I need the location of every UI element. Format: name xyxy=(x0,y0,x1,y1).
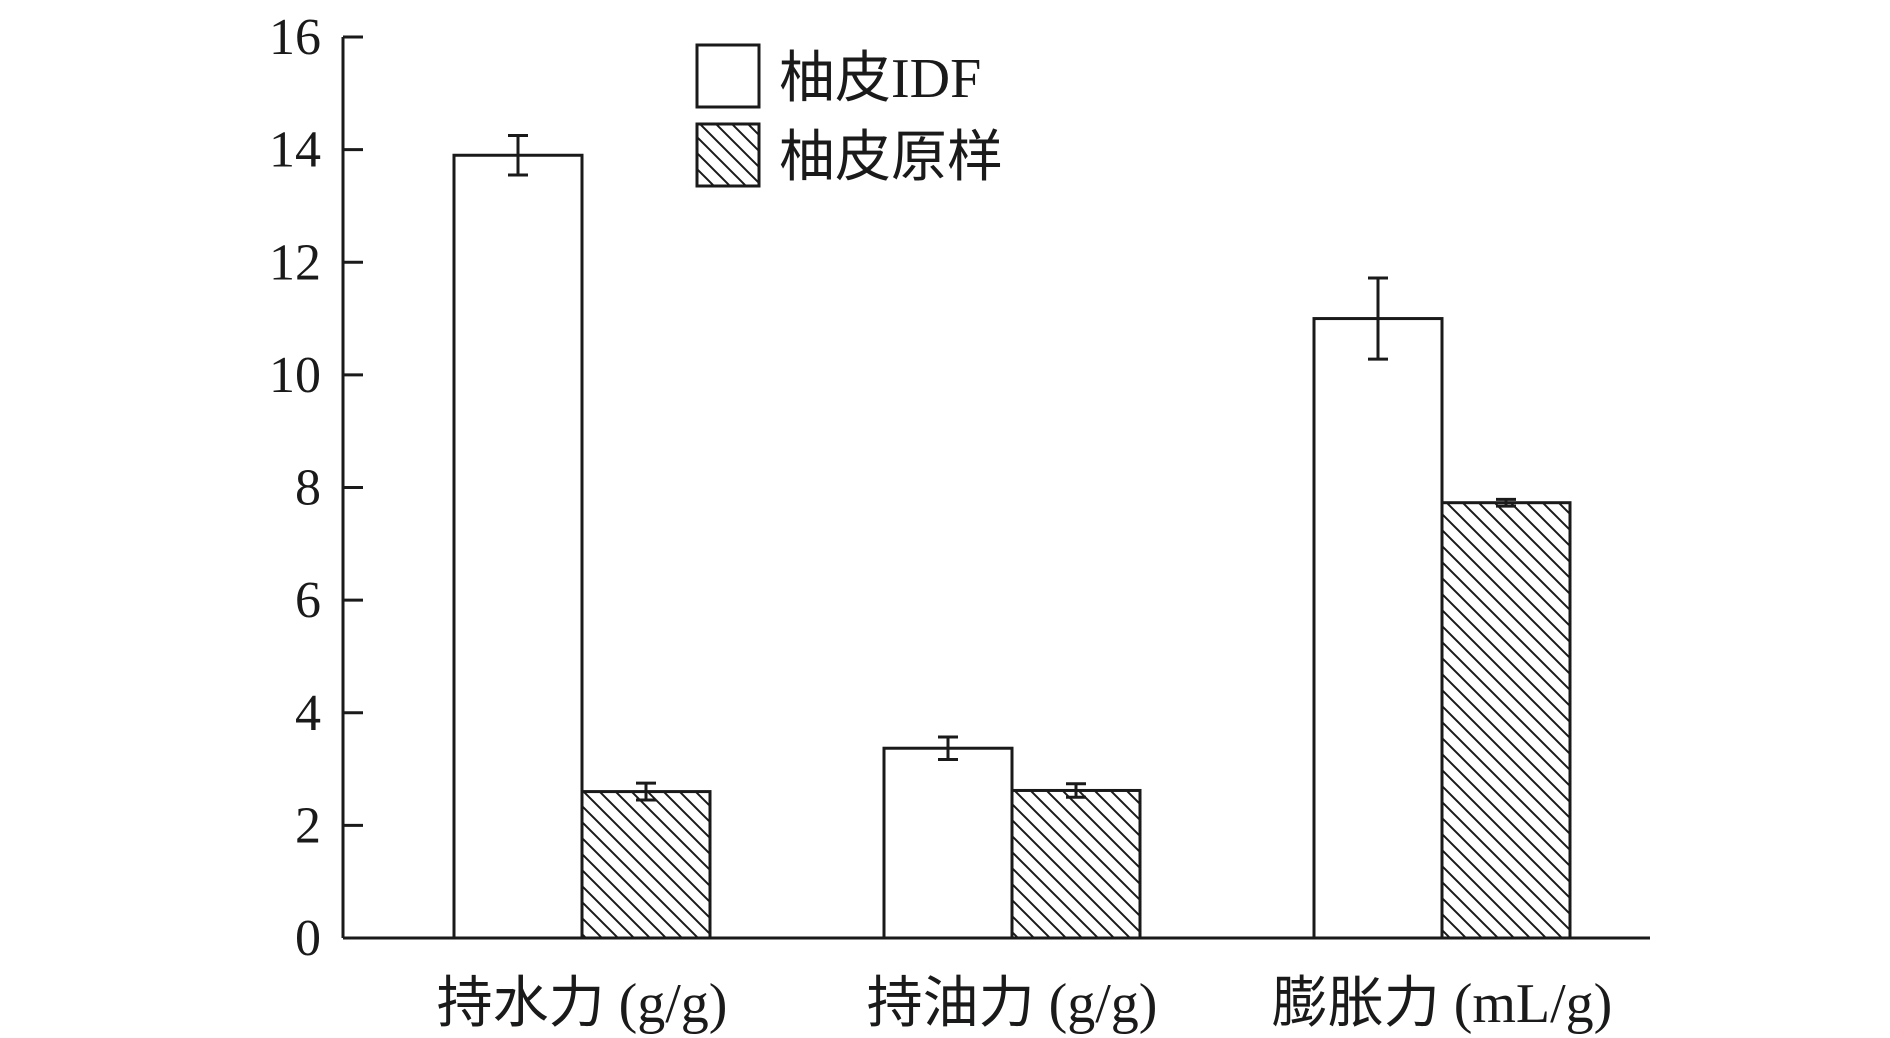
y-tick-label: 14 xyxy=(269,122,321,179)
bar-raw-0 xyxy=(580,790,712,940)
x-category-label-1: 持油力 (g/g) xyxy=(867,973,1158,1035)
legend-label-raw: 柚皮原样 xyxy=(779,127,1003,189)
bar-idf-0 xyxy=(452,153,584,940)
x-category-label-2: 膨胀力 (mL/g) xyxy=(1272,973,1613,1035)
error-bar-raw-1 xyxy=(1066,782,1086,799)
legend-swatch-raw xyxy=(695,122,761,188)
x-category-label-0: 持水力 (g/g) xyxy=(437,973,728,1035)
bar-raw-1 xyxy=(1010,788,1142,940)
y-tick-label: 2 xyxy=(295,797,321,854)
y-axis-ticks: 0 2 4 6 8 10 12 14 16 xyxy=(269,9,363,967)
y-tick-label: 4 xyxy=(295,685,321,742)
y-tick-label: 8 xyxy=(295,460,321,517)
y-tick-label: 16 xyxy=(269,9,321,66)
error-bar-raw-0 xyxy=(636,781,656,802)
bar-idf-2 xyxy=(1312,317,1444,940)
y-tick-label: 12 xyxy=(269,234,321,291)
bars-group xyxy=(452,153,1572,940)
legend-label-idf: 柚皮IDF xyxy=(779,48,981,110)
error-bars-group xyxy=(508,134,1516,802)
y-tick-label: 10 xyxy=(269,347,321,404)
bar-raw-2 xyxy=(1440,501,1572,940)
error-bar-raw-2 xyxy=(1496,497,1516,508)
error-bar-idf-0 xyxy=(508,134,528,177)
legend-swatch-idf xyxy=(695,43,761,109)
error-bar-idf-2 xyxy=(1368,276,1388,361)
x-axis-category-labels: 持水力 (g/g) 持油力 (g/g) 膨胀力 (mL/g) xyxy=(437,973,1613,1035)
y-tick-label: 6 xyxy=(295,572,321,629)
y-tick-label: 0 xyxy=(295,910,321,967)
bar-idf-1 xyxy=(882,746,1014,940)
error-bar-idf-1 xyxy=(938,735,958,761)
legend: 柚皮IDF 柚皮原样 xyxy=(695,43,1003,189)
